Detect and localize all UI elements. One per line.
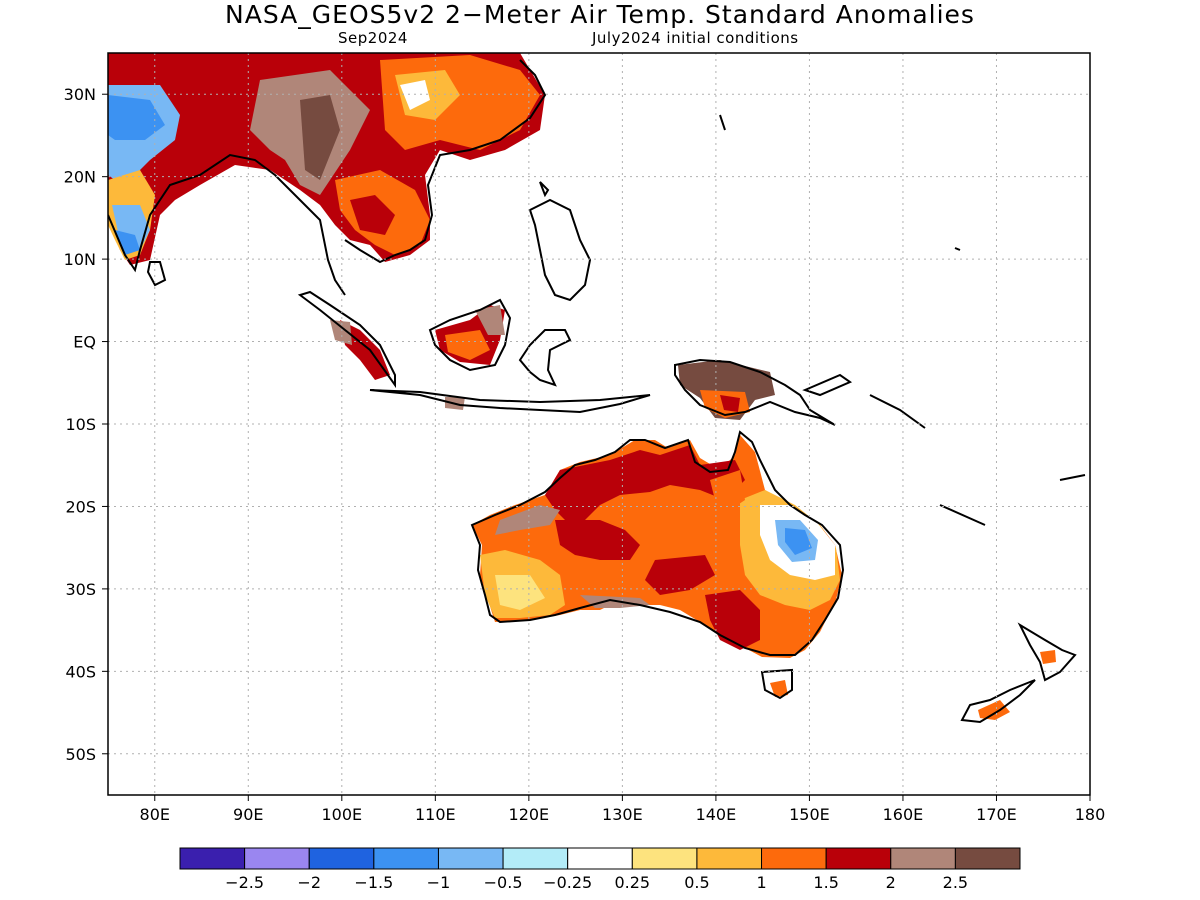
lon-label: 120E <box>509 805 550 824</box>
lat-label: 50S <box>65 745 96 764</box>
colorbar <box>179 847 1021 870</box>
colorbar-swatch <box>502 847 569 870</box>
colorbar-labels: −2.5 −2 −1.5 −1 −0.5 −0.25 0.25 0.5 1 1.5 2 2.5 <box>225 873 968 892</box>
lon-label: 160E <box>883 805 924 824</box>
forecast-month: Sep2024 <box>338 29 408 47</box>
lon-label: 140E <box>696 805 737 824</box>
lat-label: 20S <box>65 497 96 516</box>
colorbar-swatch <box>244 847 310 870</box>
lat-label: 30S <box>65 580 96 599</box>
colorbar-swatch <box>890 847 956 870</box>
anomaly-shading <box>108 53 1056 720</box>
colorbar-swatch <box>308 847 375 870</box>
lon-label: 110E <box>415 805 456 824</box>
lat-label: 30N <box>64 85 96 104</box>
longitude-labels: 80E 90E 100E 110E 120E 130E 140E 150E 160E 170E 18… <box>140 795 1106 824</box>
latitude-labels: 30N 20N 10N EQ 10S 20S 30S 40S 50S <box>64 85 108 764</box>
colorbar-swatch <box>437 847 504 870</box>
colorbar-swatch <box>373 847 439 870</box>
lon-label: 90E <box>233 805 263 824</box>
lat-label: 20N <box>64 168 96 187</box>
lat-label: 10S <box>65 415 96 434</box>
lon-label: 150E <box>789 805 830 824</box>
colorbar-label: −2 <box>297 873 321 892</box>
lat-label: EQ <box>73 333 96 352</box>
colorbar-label: −2.5 <box>225 873 264 892</box>
colorbar-label: 1 <box>756 873 766 892</box>
coastlines <box>108 59 1086 724</box>
colorbar-label: 1.5 <box>813 873 838 892</box>
colorbar-swatch <box>696 847 763 870</box>
lon-label: 100E <box>321 805 362 824</box>
lon-label: 180 <box>1075 805 1106 824</box>
colorbar-label: −1.5 <box>354 873 393 892</box>
colorbar-swatch <box>567 847 633 870</box>
colorbar-label: 0.5 <box>684 873 709 892</box>
lat-label: 40S <box>65 662 96 681</box>
colorbar-swatch <box>954 847 1021 870</box>
colorbar-label: 2 <box>886 873 896 892</box>
colorbar-label: 0.25 <box>614 873 650 892</box>
colorbar-swatch <box>179 847 246 870</box>
lat-label: 10N <box>64 250 96 269</box>
colorbar-swatch <box>631 847 698 870</box>
colorbar-label: 2.5 <box>943 873 968 892</box>
colorbar-label: −1 <box>427 873 451 892</box>
colorbar-swatch <box>825 847 892 870</box>
lon-label: 130E <box>602 805 643 824</box>
initial-conditions: July2024 initial conditions <box>592 29 799 47</box>
map-title: NASA_GEOS5v2 2−Meter Air Temp. Standard … <box>225 0 975 29</box>
colorbar-swatch <box>761 847 827 870</box>
lon-label: 170E <box>976 805 1017 824</box>
lon-label: 80E <box>140 805 170 824</box>
colorbar-label: −0.5 <box>484 873 523 892</box>
colorbar-label: −0.25 <box>543 873 592 892</box>
